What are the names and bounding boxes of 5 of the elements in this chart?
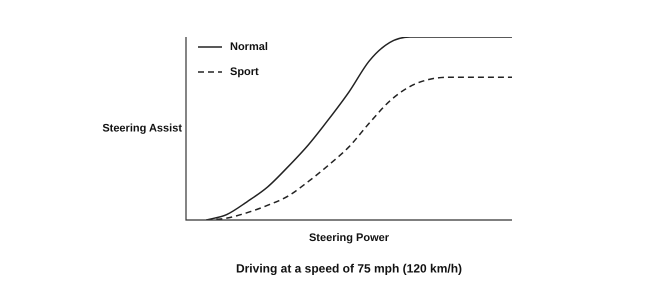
x-axis-title: Steering Power	[308, 232, 390, 244]
y-axis-title: Steering Assist	[102, 122, 182, 135]
legend-label: Sport	[230, 66, 260, 78]
legend-label: Normal	[230, 41, 268, 54]
text: Driving at a speed of 75 mph (120 km/h)	[236, 261, 462, 276]
